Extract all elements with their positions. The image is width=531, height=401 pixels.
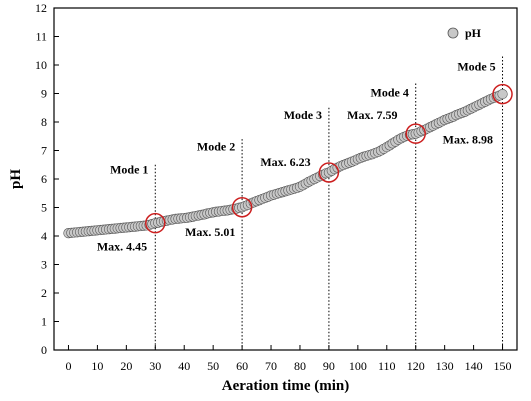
- x-tick-label: 30: [149, 359, 161, 373]
- max-value-label: Max. 6.23: [260, 155, 310, 169]
- y-tick-label: 2: [41, 286, 47, 300]
- max-value-label: Max. 4.45: [97, 239, 147, 253]
- y-tick-label: 8: [41, 115, 47, 129]
- x-tick-label: 10: [91, 359, 103, 373]
- max-highlight-circle: [231, 196, 253, 218]
- max-value-label: Max. 7.59: [347, 108, 397, 122]
- y-tick-label: 1: [41, 315, 47, 329]
- y-tick-label: 9: [41, 87, 47, 101]
- y-tick-label: 6: [41, 172, 47, 186]
- y-tick-label: 0: [41, 343, 47, 357]
- x-tick-label: 50: [207, 359, 219, 373]
- legend: pH: [447, 26, 482, 40]
- x-tick-label: 150: [494, 359, 512, 373]
- x-tick-label: 90: [323, 359, 335, 373]
- mode-boundary-lines: [154, 56, 504, 350]
- max-highlight-circle: [492, 83, 513, 105]
- x-tick-label: 140: [465, 359, 483, 373]
- legend-marker-ph: [447, 27, 459, 39]
- max-value-label: Max. 8.98: [443, 132, 493, 146]
- max-value-label: Max. 5.01: [185, 225, 235, 239]
- y-tick-label: 12: [35, 1, 47, 15]
- data-point: [497, 88, 508, 100]
- mode-label: Mode 3: [284, 108, 322, 122]
- y-tick-label: 11: [35, 30, 47, 44]
- max-highlight-circle: [145, 212, 166, 234]
- x-tick-label: 110: [378, 359, 396, 373]
- y-axis-title: pH: [8, 169, 24, 189]
- x-axis-title: Aeration time (min): [222, 378, 349, 394]
- y-tick-label: 5: [41, 201, 47, 215]
- x-tick-label: 40: [178, 359, 190, 373]
- annotation-labels: Mode 1 Mode 2 Mode 3 Mode 4 Mode 5 Max. 4.45 M…: [97, 60, 496, 254]
- x-tick-label: 60: [236, 359, 248, 373]
- y-tick-label: 7: [41, 144, 47, 158]
- mode-label: Mode 1: [110, 162, 148, 176]
- x-tick-label: 80: [294, 359, 306, 373]
- y-tick-label: 4: [41, 229, 47, 243]
- legend-label-ph: pH: [465, 26, 482, 40]
- max-highlight-circle: [318, 162, 340, 183]
- mode-label: Mode 2: [197, 140, 235, 154]
- y-tick-label: 3: [41, 258, 47, 272]
- x-tick-label: 130: [436, 359, 454, 373]
- max-highlight-circles: [145, 83, 513, 234]
- x-tick-label: 120: [407, 359, 425, 373]
- mode-label: Mode 4: [371, 85, 409, 99]
- x-tick-label: 70: [265, 359, 277, 373]
- mode-label: Mode 5: [457, 60, 495, 74]
- x-axis-ticks: 0 10 20 30 40 50 60 70 80 90 100 110 120 130 140 150: [65, 345, 512, 373]
- x-tick-label: 20: [120, 359, 132, 373]
- max-highlight-circle: [405, 123, 426, 144]
- plot-frame: [53, 7, 518, 351]
- y-tick-label: 10: [35, 58, 47, 72]
- x-tick-label: 100: [349, 359, 367, 373]
- x-tick-label: 0: [65, 359, 71, 373]
- ph-data-points: [63, 88, 508, 239]
